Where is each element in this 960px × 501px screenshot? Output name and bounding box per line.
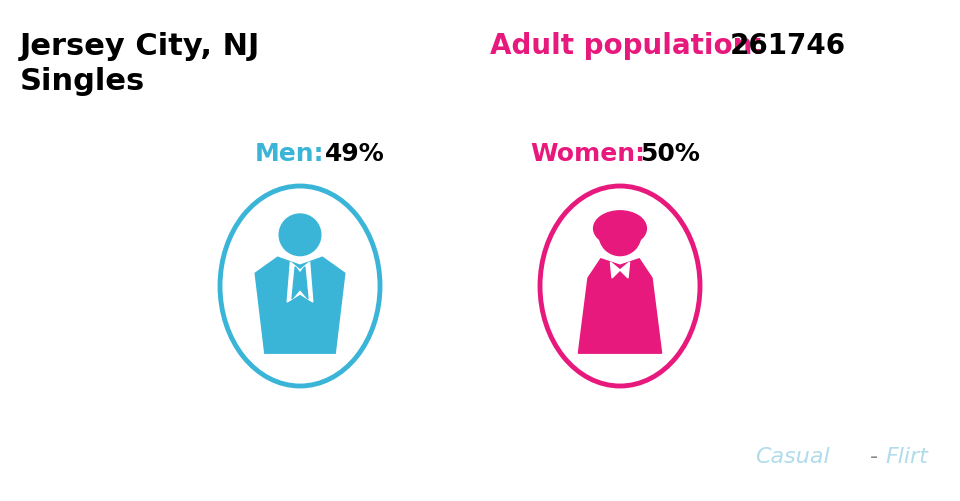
Polygon shape (292, 267, 308, 299)
Text: Casual: Casual (755, 446, 829, 466)
Text: Women:: Women: (530, 142, 645, 166)
Polygon shape (611, 263, 630, 279)
Polygon shape (255, 258, 345, 354)
Polygon shape (578, 260, 661, 354)
Polygon shape (287, 263, 313, 303)
Circle shape (279, 214, 321, 256)
Text: -: - (870, 446, 878, 466)
Text: 50%: 50% (640, 142, 700, 166)
Text: Flirt: Flirt (885, 446, 928, 466)
Text: 261746: 261746 (730, 32, 846, 60)
Text: Singles: Singles (20, 67, 145, 96)
Text: Jersey City, NJ: Jersey City, NJ (20, 32, 260, 61)
Text: Men:: Men: (255, 142, 324, 166)
Text: Adult population:: Adult population: (490, 32, 763, 60)
Ellipse shape (593, 211, 646, 246)
Text: 49%: 49% (325, 142, 385, 166)
Circle shape (599, 214, 641, 256)
